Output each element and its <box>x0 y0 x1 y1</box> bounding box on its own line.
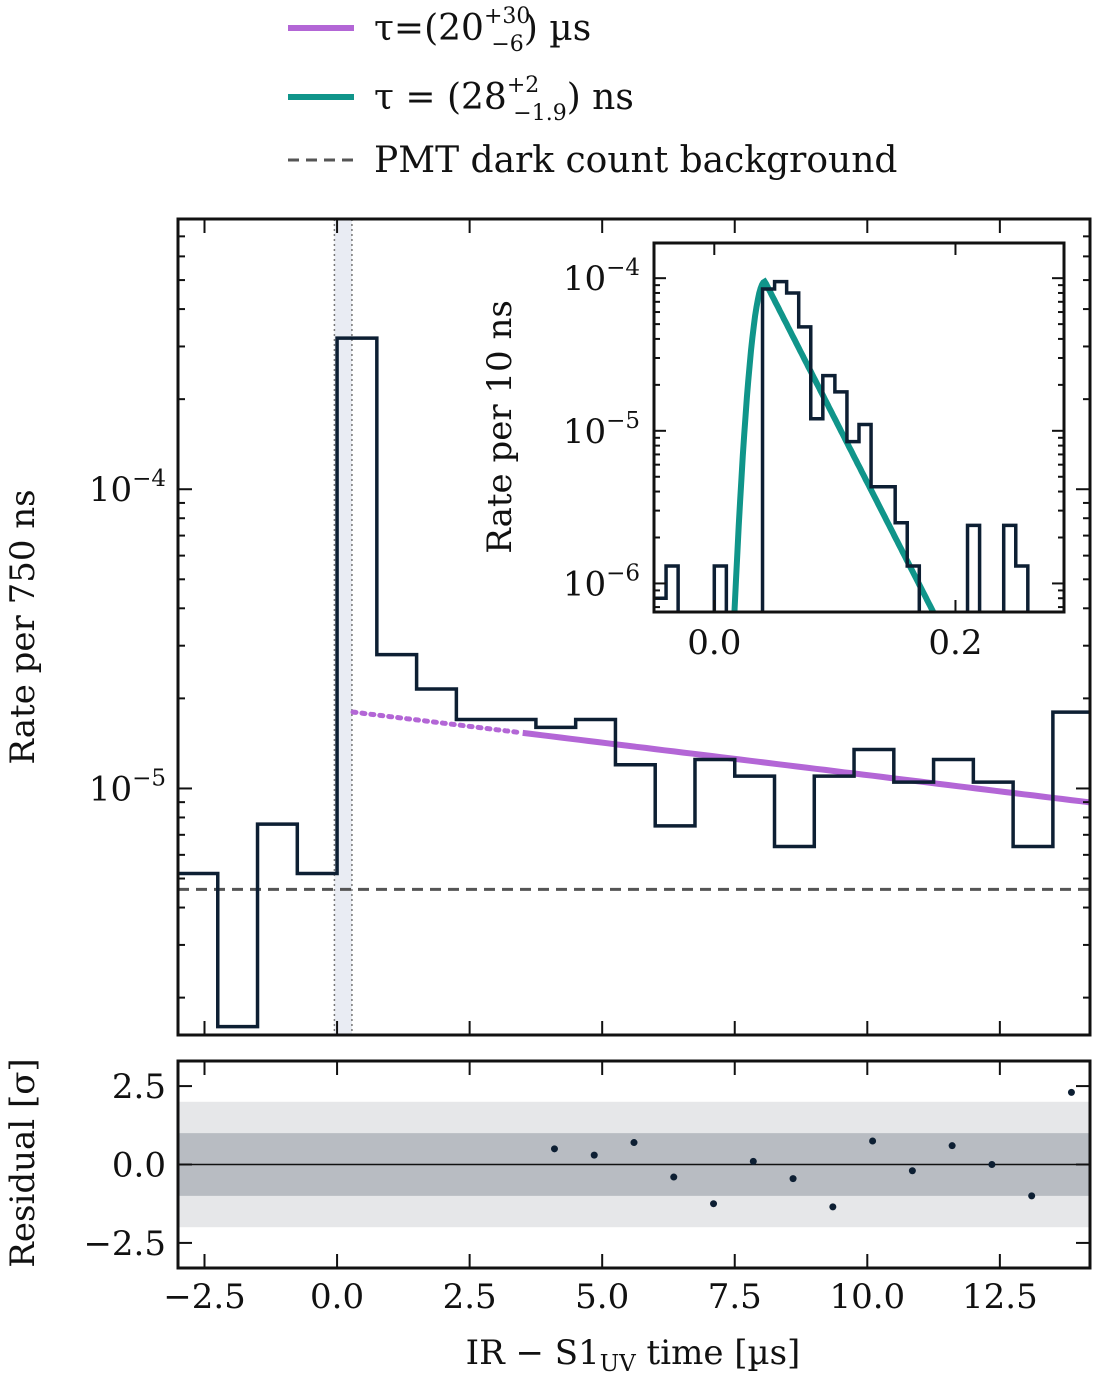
tick-exponent: −5 <box>132 765 166 791</box>
inset-plot: 0.0 0.210−610−510−4 Rate per 10 ns <box>480 241 1066 663</box>
residual-point-2 <box>630 1139 638 1147</box>
x-tick-label-0: −2.5 <box>163 1277 246 1317</box>
residual-point-13 <box>1067 1088 1075 1096</box>
legend: τ=(20+30 −6) µs τ = (28+2 −1.9) ns PMT dark … <box>288 4 897 181</box>
legend-label-sub: −6 <box>491 32 523 57</box>
inset-y-label: Rate per 10 ns <box>480 300 520 554</box>
x-axis-label-sub: UV <box>600 1351 636 1377</box>
residual-y-tick-label-1: 0.0 <box>112 1146 166 1186</box>
legend-label-sup: +30 <box>484 4 530 29</box>
x-tick-label-4: 7.5 <box>708 1277 762 1317</box>
residual-point-4 <box>710 1200 718 1208</box>
tick-base: 10 <box>563 564 606 604</box>
x-tick-label-2: 2.5 <box>443 1277 497 1317</box>
slow-fit-extrapolation <box>350 709 526 736</box>
residual-point-6 <box>789 1175 797 1183</box>
residual-point-8 <box>869 1137 877 1145</box>
main-plot: 10−510−4 Rate per 750 ns <box>3 217 1092 1037</box>
slow-fit-curve <box>522 729 1090 806</box>
tick-base: 10 <box>563 412 606 452</box>
residual-plot: −2.5 0.0 2.5 5.0 7.5 10.0 12.5 −2.5 0.0 2.5 Resid… <box>3 1058 1092 1317</box>
tick-base: 10 <box>563 259 606 299</box>
x-tick-label-3: 5.0 <box>575 1277 629 1317</box>
residual-point-3 <box>670 1173 678 1181</box>
residual-y-tick-label-0: −2.5 <box>83 1224 166 1264</box>
tick-exponent: −4 <box>132 466 166 492</box>
main-y-tick-label-0: 10−5 <box>89 765 166 809</box>
legend-label-1: τ = (28+2 −1.9) ns <box>374 73 634 126</box>
legend-label-suffix: ) µs <box>524 8 591 49</box>
fast-fit-curve <box>731 277 937 612</box>
x-tick-label-5: 10.0 <box>829 1277 905 1317</box>
inset-x-tick-label-1: 0.2 <box>928 623 982 663</box>
legend-label-sub: −1.9 <box>513 101 566 126</box>
legend-label-prefix: τ = (28 <box>374 77 507 118</box>
inset-y-tick-label-0: 10−6 <box>563 560 640 604</box>
legend-label-suffix: ) ns <box>567 77 634 118</box>
legend-label-0: τ=(20+30 −6) µs <box>374 4 591 57</box>
main-y-tick-label-1: 10−4 <box>89 466 166 510</box>
inset-histogram <box>654 279 1030 612</box>
tick-base: 10 <box>89 769 132 809</box>
residual-point-9 <box>908 1167 916 1175</box>
legend-label-2: PMT dark count background <box>374 140 897 181</box>
main-y-label: Rate per 750 ns <box>3 489 43 764</box>
tick-base: 10 <box>89 470 132 510</box>
residual-y-tick-label-2: 2.5 <box>112 1067 166 1107</box>
residual-point-5 <box>749 1157 757 1165</box>
tick-exponent: −6 <box>606 560 640 586</box>
legend-label-prefix: PMT dark count background <box>374 140 897 181</box>
x-axis-label-suffix: time [µs] <box>636 1333 801 1373</box>
inset-frame <box>652 241 1066 614</box>
legend-label-sup: +2 <box>507 73 539 98</box>
legend-label-prefix: τ=(20 <box>374 8 484 49</box>
residual-y-label: Residual [σ] <box>3 1058 43 1267</box>
tick-exponent: −4 <box>606 255 640 281</box>
inset-y-tick-label-2: 10−4 <box>563 255 640 299</box>
main-frame <box>176 217 1092 1037</box>
residual-point-1 <box>590 1151 598 1159</box>
inset-x-tick-label-0: 0.0 <box>687 623 741 663</box>
residual-point-12 <box>1028 1192 1036 1200</box>
tick-exponent: −5 <box>606 408 640 434</box>
residual-point-11 <box>988 1161 996 1168</box>
x-tick-label-1: 0.0 <box>310 1277 364 1317</box>
residual-point-0 <box>550 1145 558 1153</box>
x-tick-label-6: 12.5 <box>962 1277 1038 1317</box>
x-axis-label-main: IR − S1 <box>466 1333 600 1373</box>
x-axis-label: IR − S1UV time [µs] <box>466 1333 801 1377</box>
residual-point-10 <box>948 1142 956 1150</box>
inset-y-tick-label-1: 10−5 <box>563 408 640 452</box>
main-histogram <box>178 336 1090 1029</box>
residual-point-7 <box>829 1203 837 1211</box>
